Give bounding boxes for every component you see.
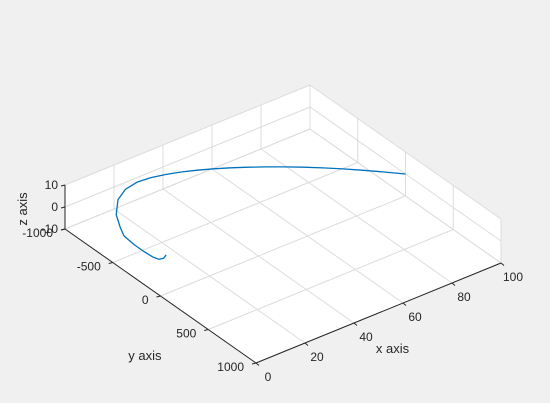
y-tick [108, 262, 113, 264]
y-axis-title: y axis [128, 348, 162, 363]
x-tick-label: 80 [457, 290, 471, 304]
z-tick-label: 0 [51, 200, 58, 214]
y-tick-label: 500 [176, 327, 196, 341]
x-axis-line [255, 262, 502, 364]
x-tick [304, 342, 309, 346]
x-tick-label: 40 [359, 330, 373, 344]
x-tick [353, 322, 358, 326]
grid-wall-y-z [64, 128, 311, 230]
x-tick-label: 100 [503, 270, 523, 284]
grid-floor-y [112, 162, 358, 263]
y-tick-label: 1000 [217, 360, 244, 374]
z-tick [60, 184, 66, 187]
z-tick-label: 10 [45, 178, 59, 192]
z-axis-title: z axis [15, 192, 30, 226]
x-tick [255, 362, 260, 366]
axis-labels: 0 20 40 60 80 100 -1000 -500 0 500 1000 -10 0 10 x axi… [15, 178, 523, 384]
grid-wall-x-z [309, 128, 502, 264]
x-axis-title: x axis [376, 341, 410, 356]
y-tick [251, 362, 257, 365]
grid-wall-y-z [64, 106, 311, 208]
x-tick-label: 20 [310, 350, 324, 364]
grid-wall-x-z [309, 84, 502, 220]
x-tick [500, 262, 505, 266]
x-tick [402, 302, 407, 306]
y-tick [204, 329, 209, 331]
z-tick [60, 228, 66, 231]
grid-wall-y-z [64, 84, 311, 186]
axes-3d [60, 84, 505, 366]
x-tick-label: 60 [408, 310, 422, 324]
grid-floor-y [208, 229, 454, 330]
series-line-1 [115, 166, 406, 260]
grid-floor-y [160, 195, 406, 297]
z-tick [60, 206, 66, 209]
y-tick-label: -1000 [22, 226, 53, 240]
y-tick-label: -500 [77, 260, 101, 274]
plot-series [115, 166, 406, 260]
x-tick-label: 0 [265, 370, 272, 384]
y-tick [156, 295, 161, 298]
z-tick-label: -10 [41, 222, 59, 236]
x-tick [451, 282, 456, 286]
y-tick-label: 0 [142, 293, 149, 307]
